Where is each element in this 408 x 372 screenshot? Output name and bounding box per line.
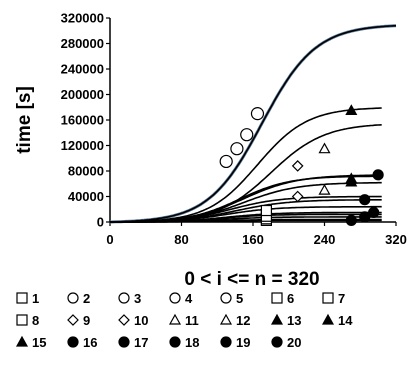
legend-item: 19 (220, 335, 250, 350)
data-point-series-17 (359, 211, 371, 223)
fit-curve (110, 24, 397, 223)
legend-label: 1 (32, 291, 39, 306)
legend-marker (169, 336, 181, 348)
data-point-series-18 (368, 206, 380, 219)
data-point-series-8 (260, 204, 273, 217)
legend-item: 16 (67, 335, 97, 350)
legend-label: 10 (134, 313, 148, 328)
data-point-series-2 (219, 154, 233, 169)
data-point-series-20 (372, 169, 384, 181)
legend-marker (67, 292, 79, 304)
y-tick-label: 280000 (61, 36, 104, 51)
legend-item: 17 (118, 335, 148, 350)
legend-label: 19 (236, 335, 250, 350)
legend-item: 6 (271, 291, 294, 306)
y-axis-label: time [s] (14, 86, 35, 154)
legend-item: 4 (169, 291, 193, 306)
legend-marker (271, 292, 283, 304)
legend-item: 20 (271, 335, 301, 350)
legend-item: 15 (15, 335, 46, 350)
legend-label: 17 (134, 335, 148, 350)
data-point-series-12 (318, 142, 331, 154)
legend-marker (16, 314, 28, 326)
legend-label: 9 (83, 313, 90, 328)
legend-item: 5 (220, 291, 243, 306)
legend-marker (67, 314, 79, 326)
data-point-series-10 (291, 160, 304, 172)
y-tick-label: 240000 (61, 62, 104, 77)
legend-item: 14 (321, 313, 353, 328)
legend-marker (322, 292, 334, 304)
legend-label: 7 (338, 291, 345, 306)
legend-marker (220, 292, 232, 304)
legend-label: 13 (287, 313, 301, 328)
x-tick-label: 320 (385, 232, 407, 247)
legend-label: 12 (236, 313, 250, 328)
data-point-series-13 (345, 104, 358, 116)
legend-label: 11 (185, 313, 199, 328)
legend-marker (15, 335, 29, 347)
legend-item: 1 (16, 291, 39, 306)
legend-label: 6 (287, 291, 294, 306)
legend-label: 5 (236, 291, 243, 306)
legend-label: 4 (185, 291, 193, 306)
data-point-series-16 (345, 214, 357, 227)
legend-marker (219, 313, 233, 325)
data-point-series-3 (230, 142, 244, 156)
data-point-series-11 (318, 183, 331, 195)
legend-label: 2 (83, 291, 90, 306)
data-point-series-9 (291, 190, 304, 203)
x-axis-label: 0 < i <= n = 320 (184, 269, 319, 290)
legend-item: 2 (67, 291, 90, 306)
legend-marker (168, 313, 182, 325)
legend-label: 8 (32, 313, 39, 328)
legend-label: 15 (32, 335, 46, 350)
legend-marker (271, 336, 283, 348)
y-tick-label: 0 (97, 215, 104, 230)
legend-label: 16 (83, 335, 97, 350)
legend-marker (220, 336, 232, 348)
y-tick-label: 40000 (68, 189, 104, 204)
legend-item: 7 (322, 291, 345, 306)
legend-marker (118, 314, 130, 326)
legend-item: 13 (270, 313, 301, 328)
data-point-series-19 (359, 194, 371, 206)
legend-marker (118, 292, 130, 304)
legend-marker (321, 313, 335, 325)
x-tick-label: 160 (242, 232, 264, 247)
legend-item: 10 (118, 313, 148, 328)
data-point-series-15 (345, 175, 358, 187)
y-tick-label: 160000 (61, 113, 104, 128)
data-point-series-4 (240, 128, 254, 142)
fit-curve (110, 219, 382, 223)
legend-label: 3 (134, 291, 141, 306)
legend-item: 3 (118, 291, 141, 306)
x-tick-label: 80 (174, 232, 188, 247)
legend-marker (16, 292, 28, 304)
y-tick-label: 320000 (61, 11, 104, 26)
legend-marker (169, 292, 181, 304)
legend-item: 8 (16, 313, 39, 328)
data-point-series-5 (250, 107, 265, 121)
legend-item: 11 (168, 313, 199, 328)
y-tick-label: 120000 (61, 138, 104, 153)
y-tick-label: 200000 (61, 87, 104, 102)
legend-marker (270, 313, 284, 325)
legend-item: 18 (169, 335, 199, 350)
legend-marker (67, 336, 79, 348)
x-tick-label: 0 (106, 232, 113, 247)
legend-item: 9 (67, 313, 90, 328)
plot-area: 0 40000 80000 120000 160000 200000 240000 28000… (61, 11, 407, 248)
legend-marker (118, 336, 130, 348)
legend-label: 18 (185, 335, 199, 350)
legend-label: 20 (287, 335, 301, 350)
legend-label: 14 (338, 313, 353, 328)
x-tick-label: 240 (314, 232, 336, 247)
legend-item: 12 (219, 313, 250, 328)
y-tick-label: 80000 (68, 164, 104, 179)
